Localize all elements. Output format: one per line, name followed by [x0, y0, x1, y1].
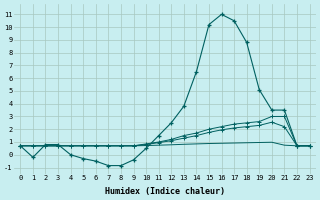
X-axis label: Humidex (Indice chaleur): Humidex (Indice chaleur): [105, 187, 225, 196]
